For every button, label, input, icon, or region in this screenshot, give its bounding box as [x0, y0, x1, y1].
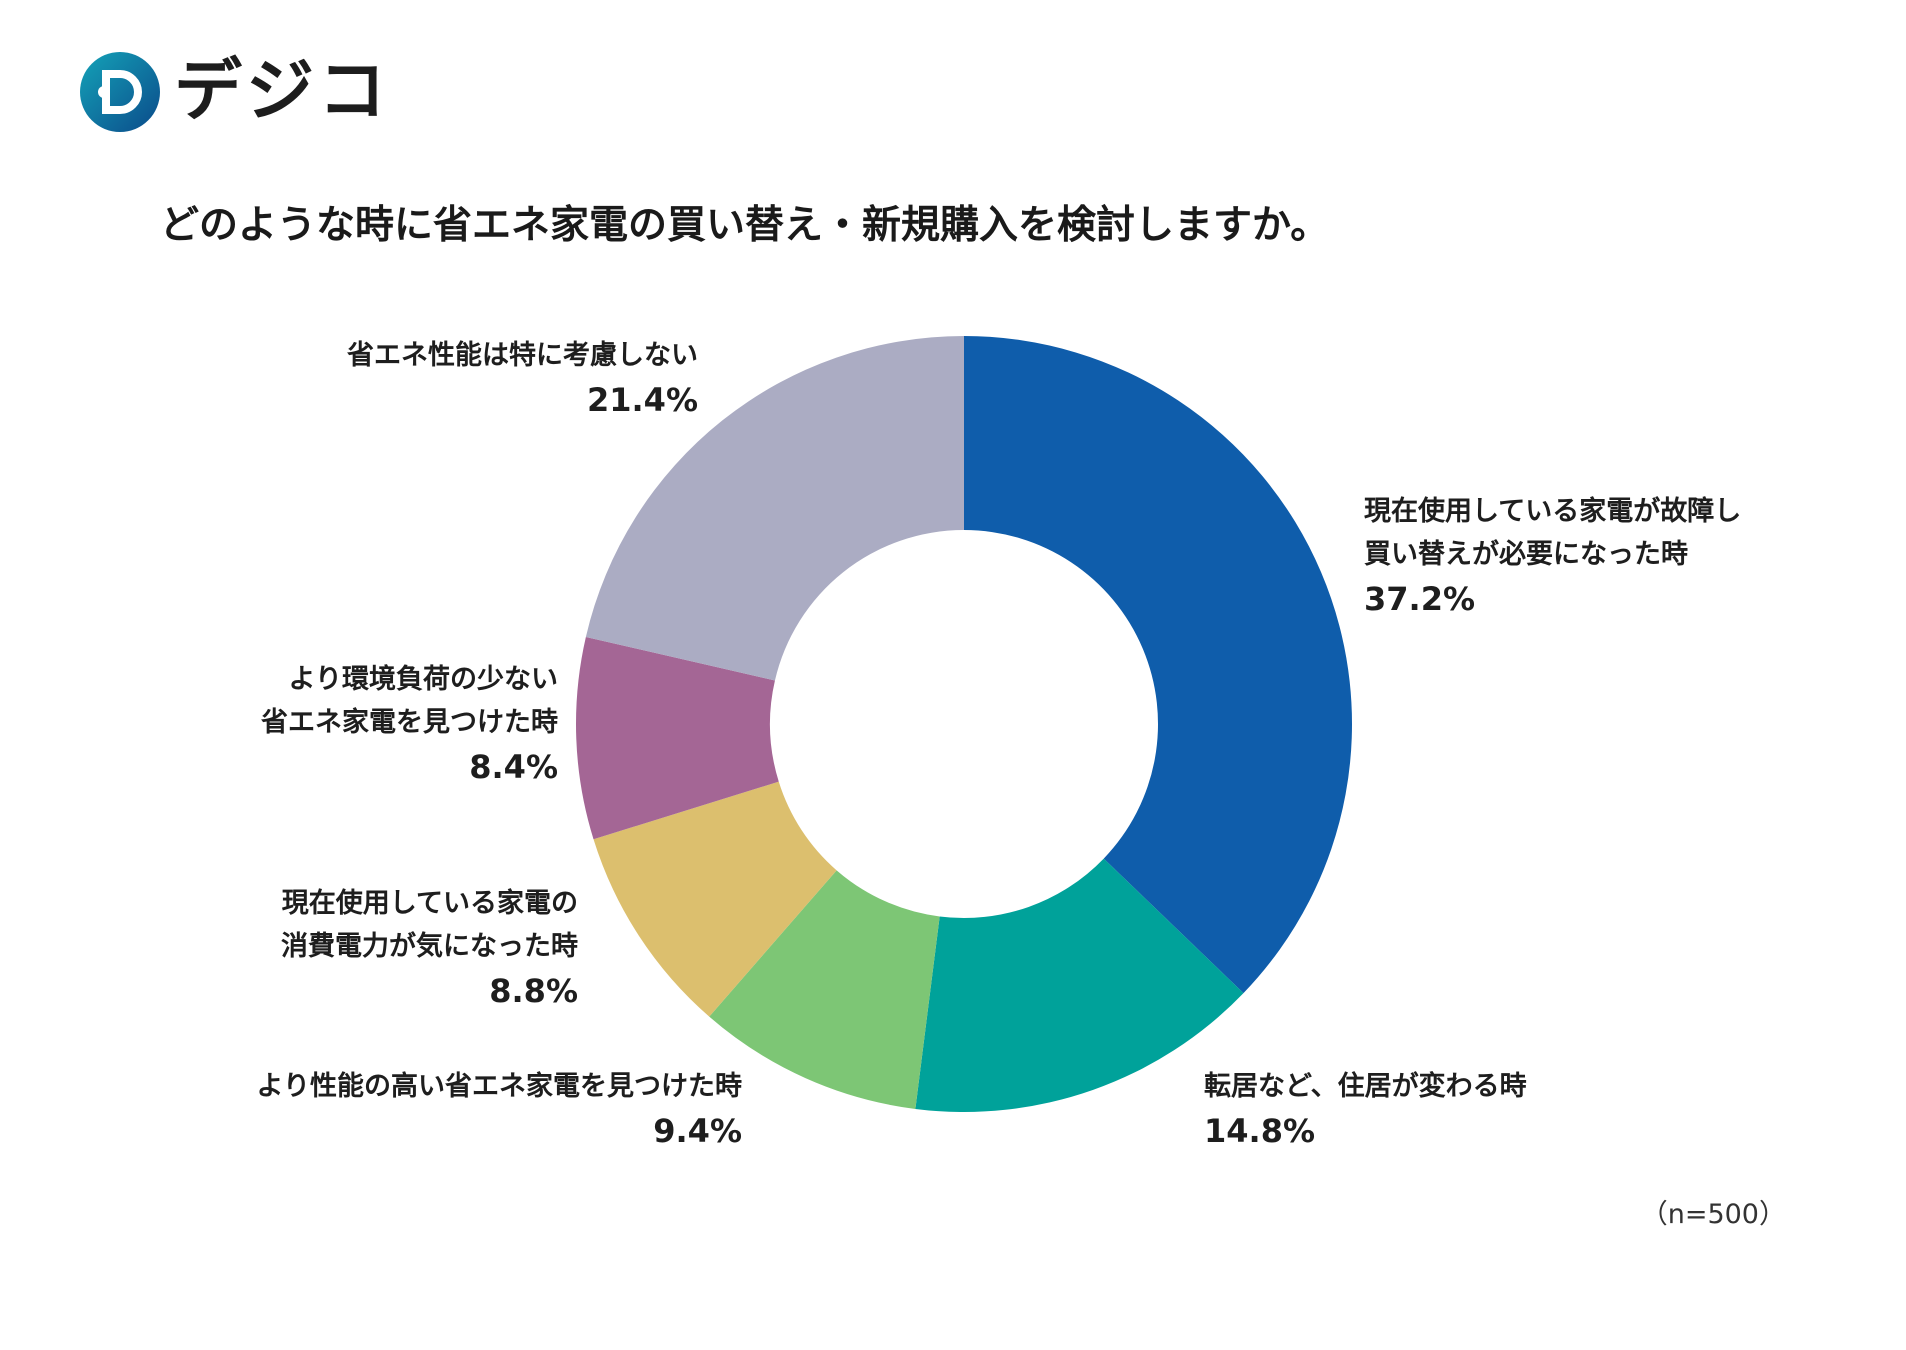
slice-label-3: より性能の高い省エネ家電を見つけた時 9.4%	[257, 1065, 742, 1154]
donut-slice-4	[593, 781, 837, 1017]
slice-label-text: 現在使用している家電が故障し	[1364, 496, 1742, 527]
slice-value-label: 8.8%	[489, 972, 578, 1010]
slice-value-label: 37.2%	[1364, 580, 1476, 618]
brand-logo: デジコ	[80, 52, 390, 132]
chart-title: どのような時に省エネ家電の買い替え・新規購入を検討しますか。	[160, 203, 1330, 248]
logo-mark-icon	[80, 52, 160, 132]
slice-label-text: より性能の高い省エネ家電を見つけた時	[256, 1071, 742, 1102]
slice-label-6: 省エネ性能は特に考慮しない 21.4%	[347, 334, 698, 423]
brand-name: デジコ	[174, 52, 391, 131]
slice-label-text: 現在使用している家電の	[281, 888, 578, 919]
donut-slice-6	[585, 336, 964, 681]
slice-label-text: 省エネ性能は特に考慮しない	[347, 340, 698, 371]
slice-label-5: より環境負荷の少ない省エネ家電を見つけた時 8.4%	[261, 658, 558, 790]
slice-value-label: 21.4%	[586, 381, 698, 419]
slice-label-text: 消費電力が気になった時	[281, 931, 578, 962]
slice-label-4: 現在使用している家電の 消費電力が気になった時 8.8%	[281, 882, 578, 1014]
donut-slice-1	[964, 336, 1352, 994]
slice-label-text: 買い替えが必要になった時	[1364, 539, 1688, 570]
slice-label-text: 転居など、住居が変わる時	[1204, 1071, 1527, 1102]
slice-label-2: 転居など、住居が変わる時 14.8%	[1204, 1065, 1527, 1154]
slice-label-text: 省エネ家電を見つけた時	[261, 707, 558, 738]
slice-label-text: より環境負荷の少ない	[288, 664, 558, 695]
slice-value-label: 8.4%	[469, 748, 558, 786]
sample-size-note: （n=500）	[1640, 1199, 1786, 1230]
slice-value-label: 9.4%	[653, 1112, 742, 1150]
donut-slice-5	[576, 636, 779, 840]
donut-slice-3	[709, 870, 940, 1109]
slice-label-1: 現在使用している家電が故障し 買い替えが必要になった時 37.2%	[1364, 490, 1741, 622]
donut-slice-2	[915, 858, 1244, 1112]
slice-value-label: 14.8%	[1204, 1112, 1316, 1150]
